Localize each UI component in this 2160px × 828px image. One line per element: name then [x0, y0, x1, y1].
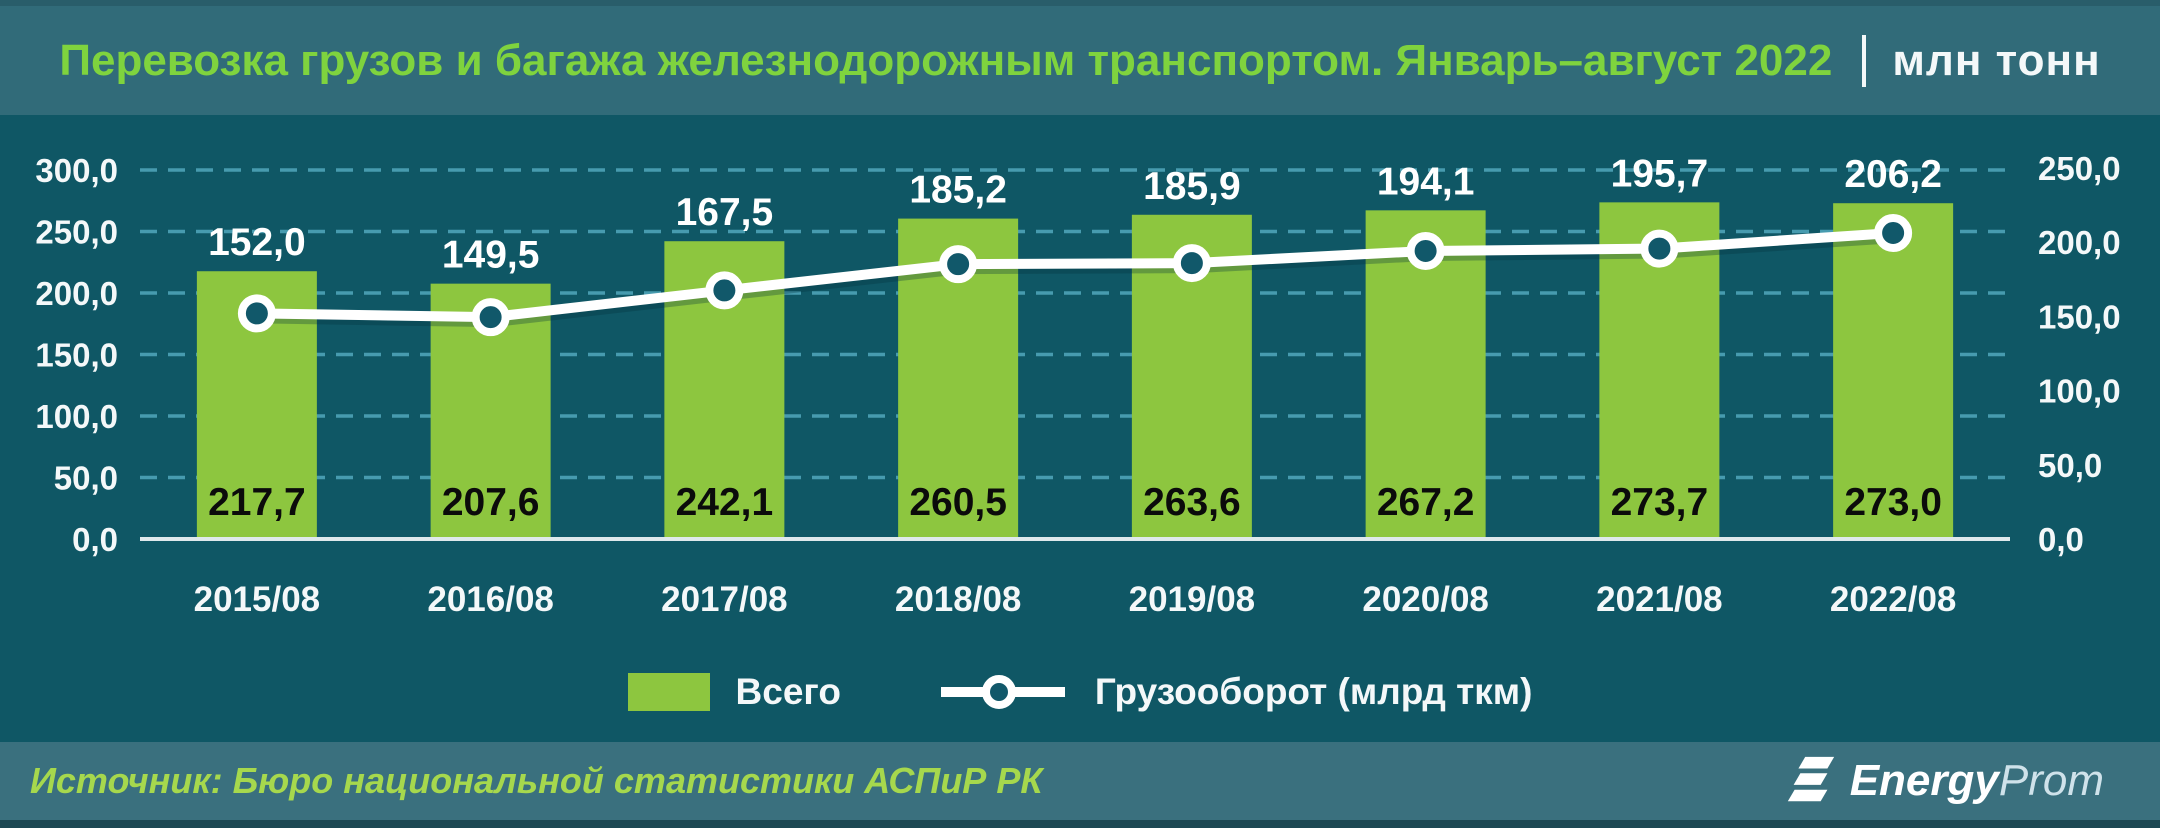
- y-axis-right: 0,0 50,0 100,0 150,0 200,0 250,0: [2038, 150, 2121, 558]
- line-value-labels: 152,0 149,5 167,5 185,2 185,9 194,1 195,7 206,2: [208, 152, 1942, 276]
- energyprom-icon: [1787, 756, 1834, 802]
- y-axis-right-tick: 0,0: [2038, 521, 2084, 558]
- bar-value-label: 260,5: [909, 481, 1007, 524]
- bar-value-label: 217,7: [208, 481, 306, 524]
- line-markers: [237, 213, 1913, 337]
- line-marker: [939, 245, 978, 284]
- bar-value-label: 273,0: [1844, 481, 1942, 524]
- title-separator-bar: [1862, 34, 1867, 87]
- y-axis-right-tick: 150,0: [2038, 298, 2121, 335]
- y-axis-left-tick: 150,0: [35, 337, 118, 374]
- line-shadow: [259, 233, 1897, 328]
- x-axis-label: 2016/08: [427, 580, 554, 619]
- legend-line-symbol: [940, 675, 1065, 709]
- x-axis-label: 2019/08: [1129, 580, 1256, 619]
- legend-bar-swatch: [627, 673, 710, 711]
- line-value-label: 195,7: [1611, 152, 1709, 195]
- x-axis-label: 2017/08: [661, 580, 788, 619]
- bar-value-label: 273,7: [1611, 481, 1709, 524]
- line-marker: [1172, 244, 1211, 283]
- y-axis-left-tick: 50,0: [54, 460, 118, 497]
- line-series: [256, 228, 1894, 323]
- y-axis-right-tick: 200,0: [2038, 224, 2121, 261]
- y-axis-left: 0,0 50,0 100,0 150,0 200,0 250,0 300,0: [35, 152, 118, 558]
- logo-text-energy: Energy: [1849, 756, 1999, 805]
- line-marker: [1640, 229, 1679, 268]
- bottom-strip: [0, 820, 2160, 828]
- bar-value-label: 267,2: [1377, 481, 1475, 524]
- bar-value-label: 263,6: [1143, 481, 1241, 524]
- energyprom-logo: EnergyProm: [1782, 753, 2104, 809]
- bar: [1833, 203, 1954, 539]
- y-axis-left-tick: 0,0: [72, 521, 118, 558]
- legend-bar-label: Всего: [735, 671, 841, 712]
- top-strip: [0, 0, 2160, 6]
- bar-value-labels: 217,7 207,6 242,1 260,5 263,6 267,2 273,7 273,0: [208, 481, 1942, 524]
- x-axis-labels: 2015/08 2016/08 2017/08 2018/08 2019/08 2020/…: [194, 580, 1957, 619]
- y-axis-right-tick: 100,0: [2038, 373, 2121, 410]
- line-value-label: 167,5: [676, 191, 774, 234]
- bar-value-label: 207,6: [442, 481, 540, 524]
- line-marker: [237, 294, 276, 333]
- header: Перевозка грузов и багажа железнодорожны…: [0, 6, 2160, 115]
- logo-text-prom: Prom: [1998, 756, 2104, 805]
- x-axis-label: 2015/08: [194, 580, 321, 619]
- title-text: Перевозка грузов и багажа железнодорожны…: [59, 35, 1833, 85]
- line-marker: [1406, 231, 1445, 270]
- line-value-label: 194,1: [1377, 160, 1475, 203]
- line-value-label: 185,2: [909, 169, 1007, 212]
- source-text: Источник: Бюро национальной статистики А…: [30, 760, 1043, 801]
- x-axis-label: 2018/08: [895, 580, 1022, 619]
- line-marker: [1874, 213, 1913, 252]
- line-marker: [705, 271, 744, 310]
- y-axis-right-tick: 250,0: [2038, 150, 2121, 187]
- legend: Всего Грузооборот (млрд ткм): [0, 668, 2160, 716]
- page-title: Перевозка грузов и багажа железнодорожны…: [59, 34, 2101, 87]
- title-unit: млн тонн: [1892, 35, 2101, 85]
- chart-area: 0,0 50,0 100,0 150,0 200,0 250,0 300,0 0,0 50,0 1…: [0, 115, 2160, 742]
- line-value-label: 149,5: [442, 234, 540, 277]
- y-axis-left-tick: 100,0: [35, 398, 118, 435]
- x-axis-label: 2021/08: [1596, 580, 1723, 619]
- combo-chart: 0,0 50,0 100,0 150,0 200,0 250,0 300,0 0,0 50,0 1…: [35, 150, 2121, 619]
- line-value-label: 152,0: [208, 221, 306, 264]
- x-axis-label: 2020/08: [1362, 580, 1489, 619]
- line-value-label: 185,9: [1143, 165, 1241, 208]
- y-axis-right-tick: 50,0: [2038, 447, 2102, 484]
- x-axis-label: 2022/08: [1830, 580, 1957, 619]
- line-value-label: 206,2: [1844, 153, 1942, 196]
- legend-line-label: Грузооборот (млрд ткм): [1094, 671, 1533, 712]
- y-axis-left-tick: 250,0: [35, 214, 118, 251]
- line-marker: [471, 298, 510, 337]
- logo-text: EnergyProm: [1850, 756, 2104, 806]
- bar-value-label: 242,1: [676, 481, 774, 524]
- y-axis-left-tick: 300,0: [35, 152, 118, 189]
- y-axis-left-tick: 200,0: [35, 275, 118, 312]
- footer: Источник: Бюро национальной статистики А…: [0, 742, 2160, 820]
